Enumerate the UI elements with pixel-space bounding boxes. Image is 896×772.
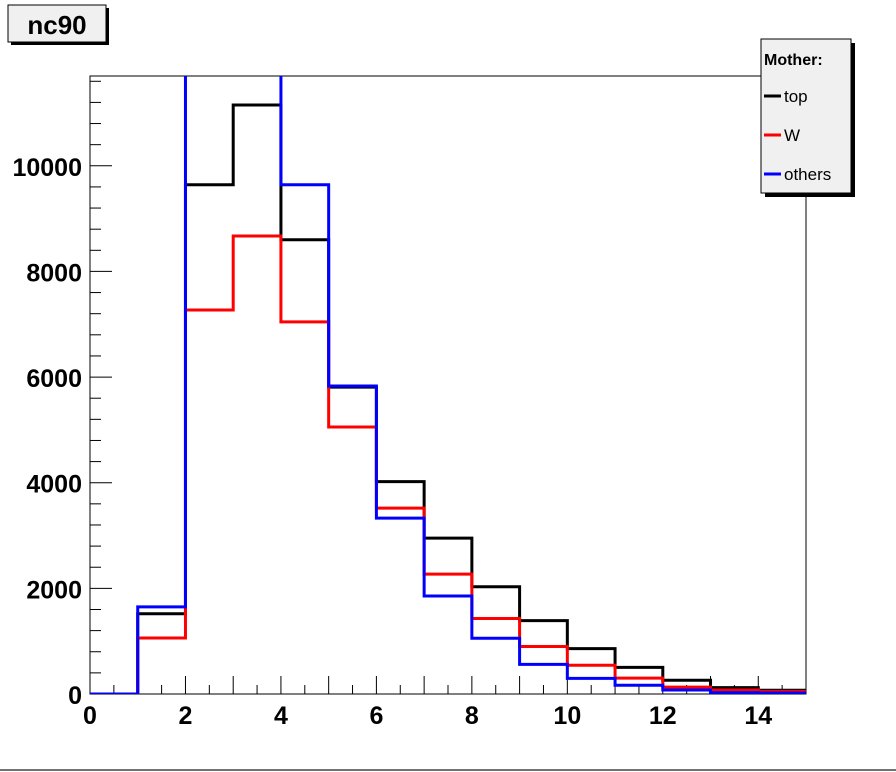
y-tick-label: 0	[68, 682, 82, 710]
legend-box	[760, 38, 852, 194]
legend-label: W	[784, 126, 800, 145]
y-tick-label: 8000	[26, 259, 82, 287]
legend-label: others	[784, 165, 831, 184]
x-tick-label: 10	[553, 702, 581, 730]
series-others-line	[90, 76, 806, 694]
x-tick-label: 12	[649, 702, 677, 730]
y-tick-label: 2000	[26, 576, 82, 604]
legend-title: Mother:	[764, 52, 823, 69]
series-w-line	[90, 234, 806, 694]
series-group	[90, 76, 806, 694]
legend-label: top	[784, 87, 808, 106]
title-box	[7, 4, 107, 43]
chart-title: nc90	[27, 10, 86, 40]
series-top-line	[90, 103, 806, 694]
x-tick-label: 0	[83, 702, 97, 730]
x-tick-label: 4	[274, 702, 288, 730]
y-tick-label: 4000	[26, 471, 82, 499]
x-tick-label: 6	[369, 702, 383, 730]
y-tick-label: 6000	[26, 365, 82, 393]
plot-frame	[89, 75, 807, 695]
y-tick-label: 10000	[12, 154, 82, 182]
x-tick-label: 14	[744, 702, 772, 730]
x-tick-label: 8	[465, 702, 479, 730]
x-tick-label: 2	[179, 702, 193, 730]
